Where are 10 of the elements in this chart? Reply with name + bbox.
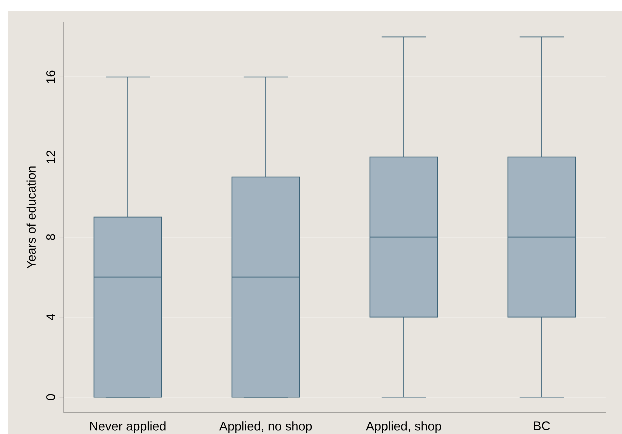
y-tick-label: 8 (46, 234, 56, 240)
y-tick-label: 16 (46, 70, 56, 84)
y-tick-label: 12 (46, 150, 56, 164)
x-tick-label: Applied, no shop (219, 422, 312, 434)
x-tick-label: BC (534, 422, 550, 430)
x-tick-label: Applied, shop (366, 422, 442, 434)
y-tick-label: 4 (46, 314, 56, 321)
y-axis-title: Years of education (26, 166, 36, 269)
y-tick-label: 0 (46, 394, 56, 400)
x-tick-label: Never applied (90, 422, 166, 434)
